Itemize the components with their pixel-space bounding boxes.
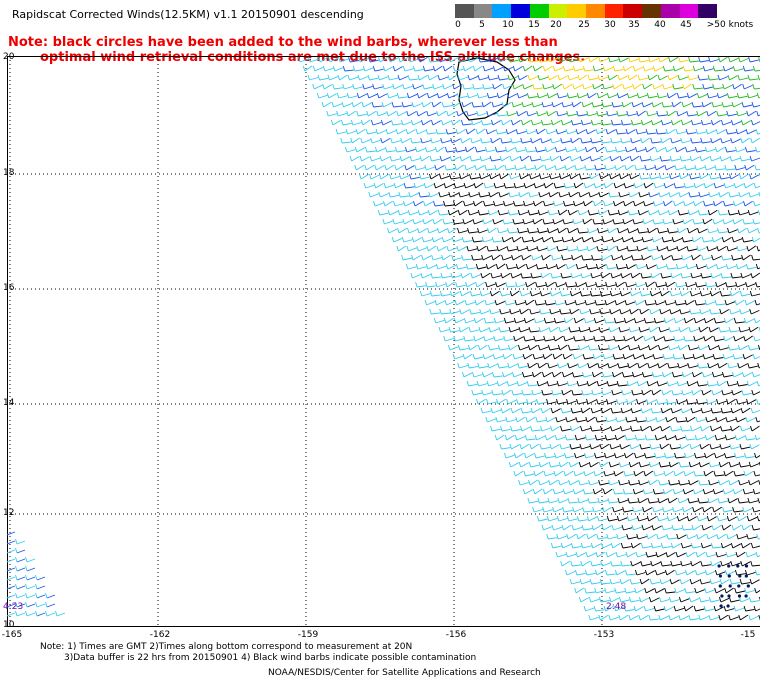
wind-barb-field — [7, 56, 760, 627]
lon-label-156: -156 — [445, 630, 467, 640]
legend-label: 5 — [479, 20, 485, 30]
lon-label-159: -159 — [297, 630, 319, 640]
legend-swatch — [455, 4, 474, 18]
lat-label-18: 18 — [3, 168, 15, 178]
lon-label-165: -165 — [1, 630, 23, 640]
lat-label-14: 14 — [3, 398, 15, 408]
legend-label: 15 — [528, 20, 540, 30]
legend-swatch — [511, 4, 530, 18]
legend-label: 40 — [654, 20, 666, 30]
chart-title: Rapidscat Corrected Winds(12.5KM) v1.1 2… — [12, 8, 364, 21]
legend-swatch — [586, 4, 605, 18]
legend-swatch — [492, 4, 512, 18]
note-line-1: Note: black circles have been added to t… — [8, 35, 558, 50]
legend-label: >50 knots — [706, 20, 754, 30]
map-frame — [7, 56, 760, 627]
legend-swatch — [567, 4, 587, 18]
legend-swatch — [623, 4, 643, 18]
legend-swatch — [698, 4, 718, 18]
wind-barbs — [7, 56, 760, 621]
legend-swatch — [679, 4, 699, 18]
contamination-circles — [717, 564, 750, 608]
legend-label: 35 — [628, 20, 640, 30]
footer-note-1: Note: 1) Times are GMT 2)Times along bot… — [40, 642, 413, 652]
legend-label: 30 — [604, 20, 616, 30]
lon-label-153: -153 — [593, 630, 615, 640]
lon-label-162: -162 — [149, 630, 171, 640]
legend-swatch — [548, 4, 568, 18]
legend-label: 0 — [455, 20, 461, 30]
lat-label-20: 20 — [3, 52, 15, 62]
time-left: 4:23 — [3, 602, 24, 612]
wind-speed-legend — [455, 4, 718, 18]
lat-label-12: 12 — [3, 508, 15, 518]
time-right: 2:48 — [606, 602, 627, 612]
wind-map — [7, 56, 760, 627]
legend-swatch — [604, 4, 624, 18]
legend-swatch — [529, 4, 549, 18]
lat-label-10: 10 — [3, 620, 15, 630]
legend-swatch — [642, 4, 661, 18]
legend-label: 25 — [578, 20, 590, 30]
lon-label-150: -15 — [740, 630, 756, 640]
legend-label: 10 — [502, 20, 514, 30]
legend-label: 20 — [550, 20, 562, 30]
legend-swatch — [473, 4, 493, 18]
footer-credit: NOAA/NESDIS/Center for Satellite Applica… — [268, 668, 541, 678]
legend-label: 45 — [680, 20, 692, 30]
footer-note-2: 3)Data buffer is 22 hrs from 20150901 4)… — [64, 653, 477, 663]
note-line-2: optimal wind retrieval conditions are me… — [40, 50, 586, 65]
legend-swatch — [660, 4, 680, 18]
lat-label-16: 16 — [3, 283, 15, 293]
